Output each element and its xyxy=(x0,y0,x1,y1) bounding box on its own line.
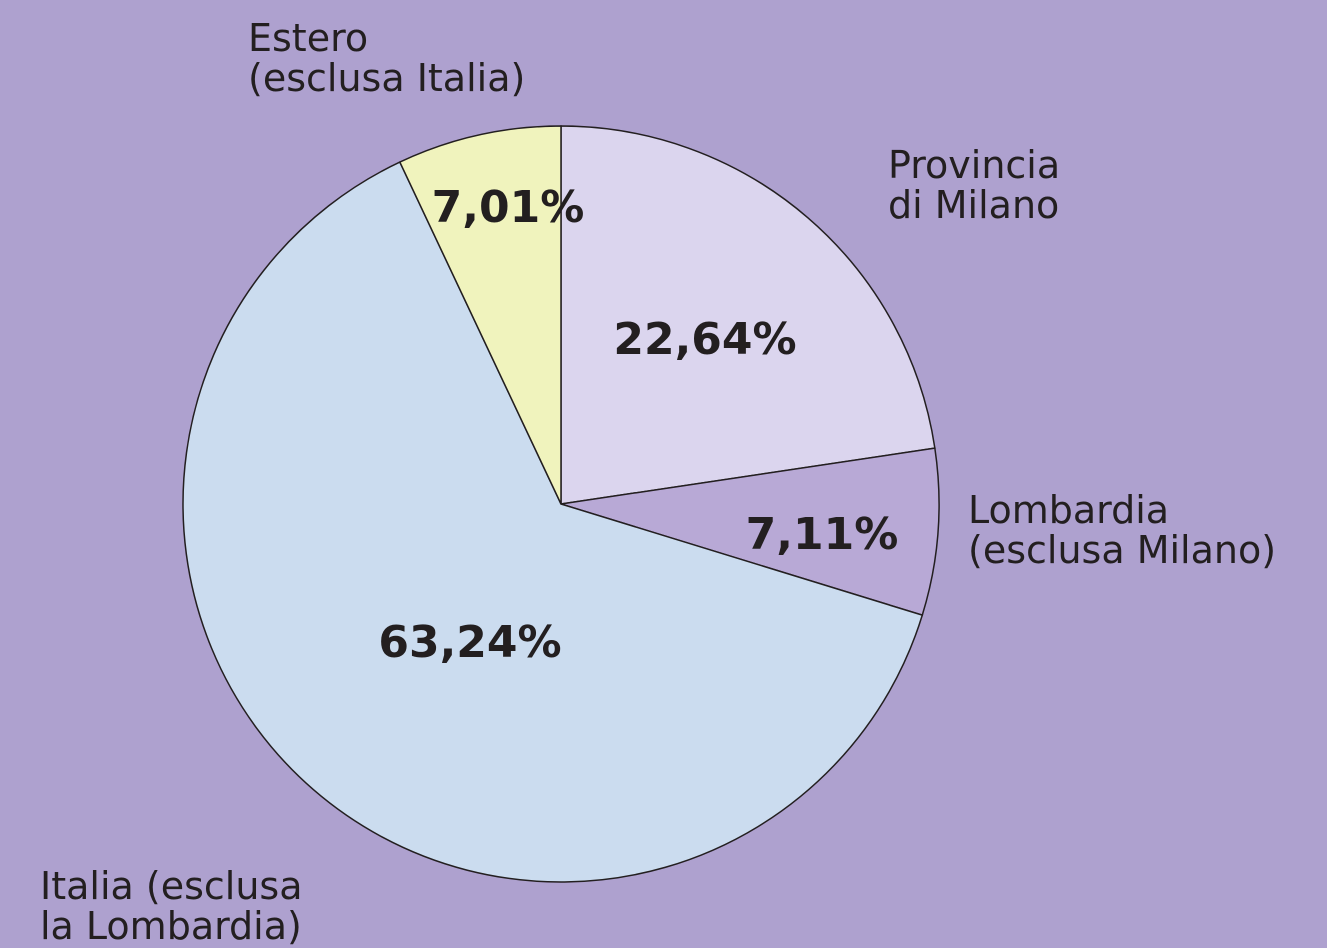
category-label: Estero (esclusa Italia) xyxy=(248,16,526,100)
value-label: 7,11% xyxy=(746,509,899,560)
pie-slice xyxy=(560,125,936,505)
pie-slice xyxy=(182,161,924,883)
category-label: Italia (esclusa la Lombardia) xyxy=(40,864,303,948)
value-label: 7,01% xyxy=(432,182,585,233)
category-label: Lombardia (esclusa Milano) xyxy=(968,488,1277,572)
value-label: 22,64% xyxy=(613,314,796,365)
pie-slice xyxy=(560,447,940,617)
value-label: 63,24% xyxy=(378,617,561,668)
category-label: Provincia di Milano xyxy=(888,143,1061,227)
pie-slice xyxy=(398,125,562,505)
